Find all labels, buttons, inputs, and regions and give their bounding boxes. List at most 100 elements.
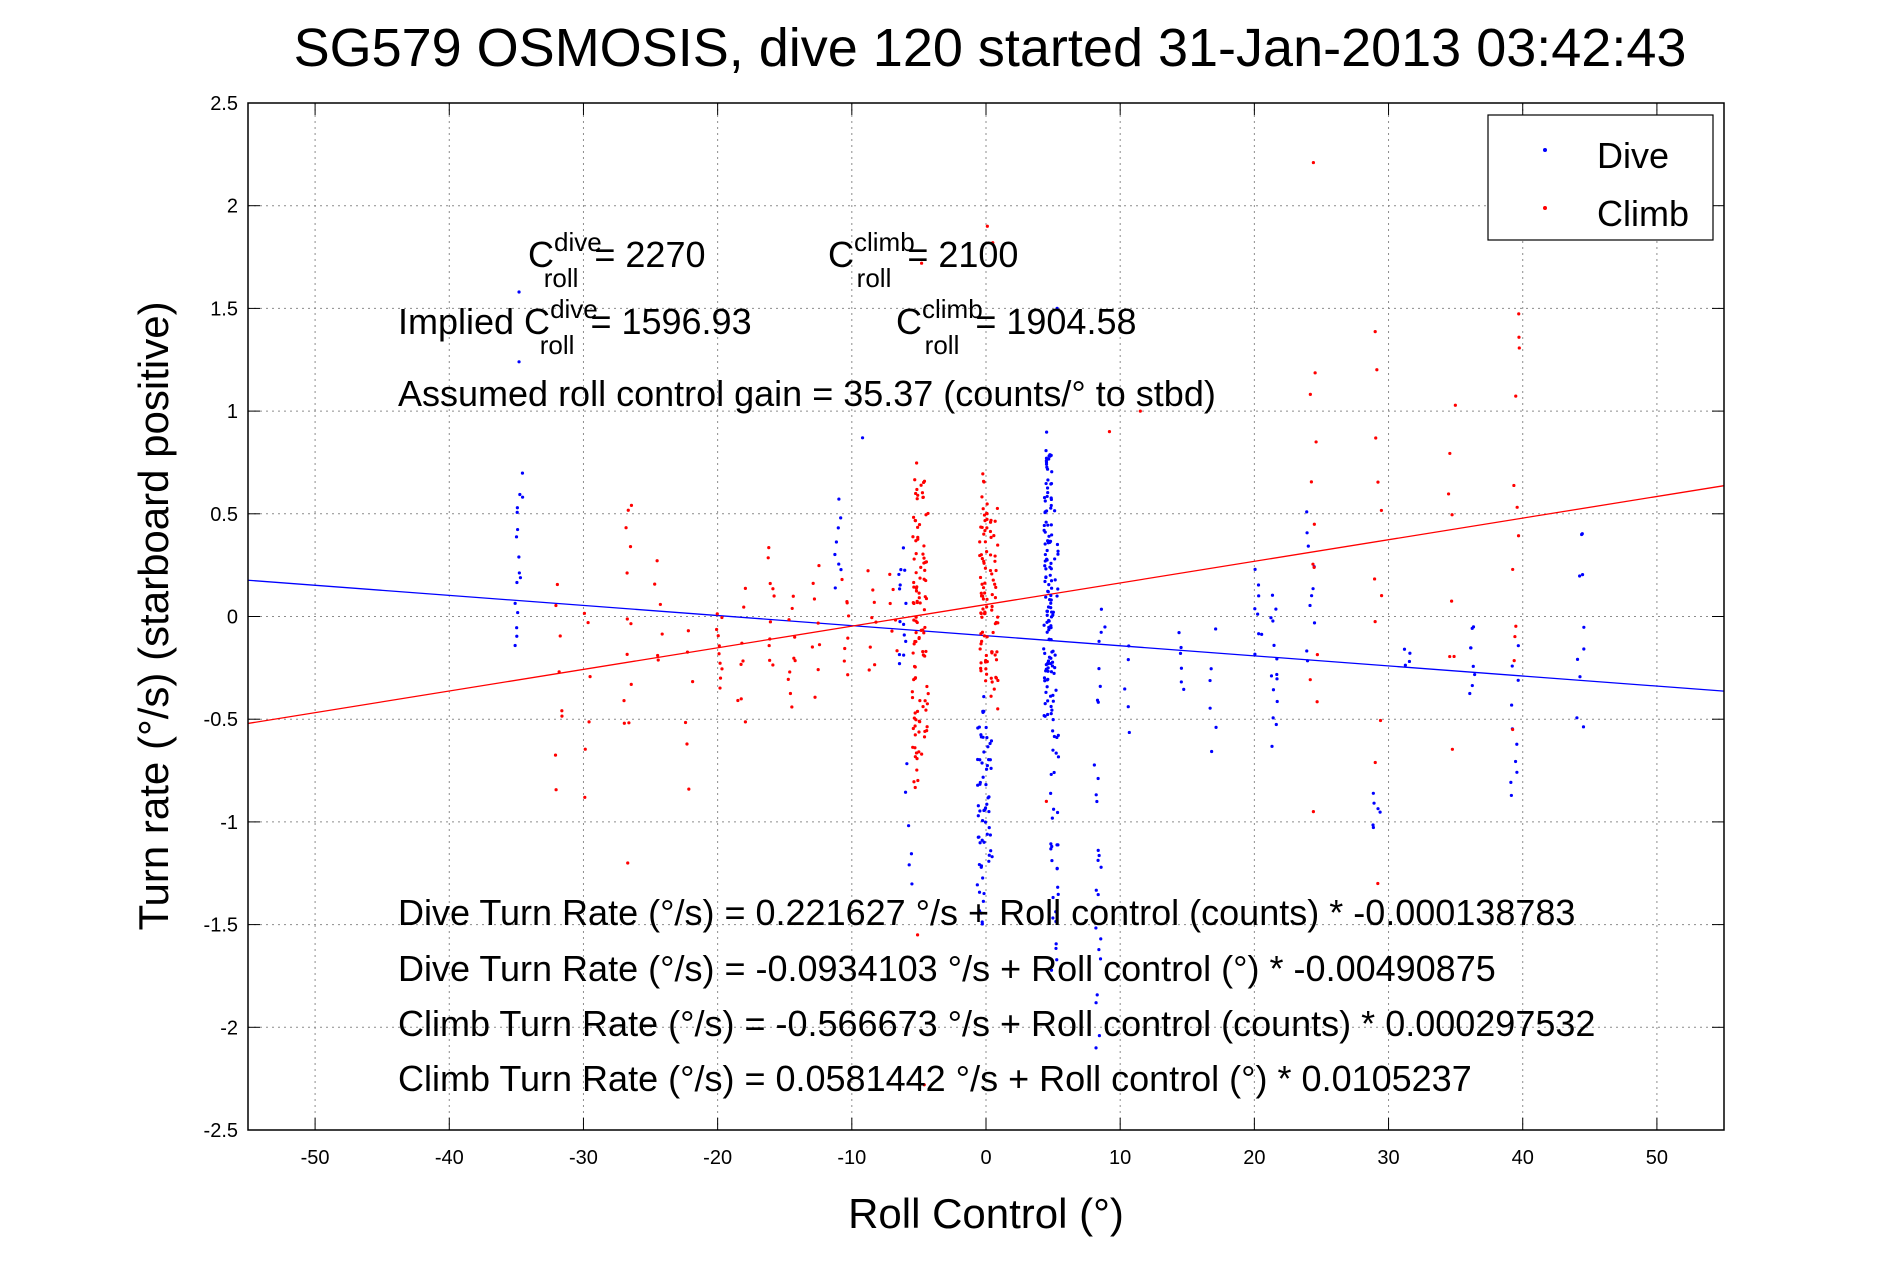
dive-data-point	[985, 763, 989, 768]
dive-data-point	[976, 814, 980, 818]
dive-data-point	[987, 859, 991, 863]
climb-data-point	[691, 680, 695, 684]
climb-data-point	[890, 629, 894, 633]
dive-data-point	[1094, 888, 1098, 892]
climb-data-point	[923, 560, 927, 565]
dive-data-point	[1050, 816, 1054, 820]
dive-data-point	[1095, 993, 1099, 997]
x-tick-label: 50	[1646, 1147, 1668, 1169]
dive-data-point	[1371, 791, 1375, 795]
climb-data-point	[912, 580, 916, 585]
climb-data-point	[771, 587, 775, 591]
dive-data-point	[1371, 823, 1375, 827]
y-tick-label: -2.5	[204, 1120, 238, 1142]
dive-data-point	[1046, 539, 1050, 543]
dive-data-point	[1045, 486, 1050, 490]
dive-data-point	[1051, 610, 1055, 614]
dive-data-point	[982, 840, 986, 844]
dive-data-point	[1099, 937, 1103, 941]
dive-data-point	[1042, 676, 1047, 680]
climb-data-point	[911, 651, 915, 655]
dive-data-point	[1092, 763, 1096, 767]
climb-data-point	[557, 670, 561, 674]
y-tick-label: -1	[220, 812, 238, 834]
x-tick-label: -10	[837, 1147, 866, 1169]
climb-data-point	[925, 728, 929, 733]
annotation-text: Dive Turn Rate (°/s) = 0.221627 °/s + Ro…	[398, 892, 1575, 933]
climb-data-point	[981, 472, 985, 476]
climb-data-point	[793, 659, 797, 663]
dive-data-point	[860, 436, 865, 440]
dive-data-point	[1054, 919, 1058, 924]
dive-data-point	[1045, 685, 1049, 689]
climb-data-point	[583, 747, 587, 751]
dive-data-point	[1046, 490, 1050, 495]
dive-data-point	[1580, 532, 1584, 537]
climb-data-point	[921, 650, 925, 654]
climb-data-point	[553, 753, 558, 757]
climb-data-point	[922, 1083, 926, 1087]
dive-data-point	[1050, 660, 1055, 664]
dive-data-point	[1049, 601, 1053, 605]
climb-data-point	[985, 605, 989, 609]
climb-data-point	[982, 532, 986, 536]
dive-data-point	[833, 586, 837, 590]
climb-data-point	[991, 578, 995, 582]
climb-data-point	[913, 724, 917, 728]
climb-data-point	[587, 720, 591, 724]
annotation-text: Cclimb roll = 2100	[828, 227, 1018, 293]
climb-data-point	[1315, 700, 1319, 704]
climb-data-point	[1516, 534, 1521, 538]
climb-data-point	[989, 676, 993, 680]
climb-data-point	[582, 611, 587, 615]
climb-data-point	[923, 568, 927, 573]
climb-data-point	[767, 546, 771, 550]
dive-data-point	[1049, 624, 1053, 628]
dive-data-point	[1178, 651, 1183, 655]
climb-data-point	[993, 582, 997, 586]
dive-data-point	[1050, 664, 1055, 668]
climb-data-point	[990, 592, 994, 597]
dive-data-point	[976, 783, 980, 787]
climb-data-point	[771, 663, 775, 667]
legend-dive-marker	[1543, 148, 1547, 152]
dive-data-point	[1048, 453, 1052, 457]
climb-data-point	[772, 594, 776, 598]
dive-data-point	[1575, 657, 1580, 661]
climb-data-point	[985, 512, 989, 516]
climb-data-point	[982, 513, 987, 517]
dive-data-point	[1055, 594, 1059, 598]
dive-data-point	[1376, 807, 1380, 811]
climb-data-point	[625, 571, 629, 575]
dive-data-point	[1470, 683, 1474, 688]
dive-data-point	[1049, 503, 1053, 508]
dive-data-point	[839, 568, 843, 572]
dive-data-point	[1047, 637, 1051, 641]
climb-data-point	[787, 618, 791, 622]
y-tick-label: 1.5	[210, 298, 238, 320]
climb-data-point	[1515, 505, 1519, 509]
climb-data-point	[768, 658, 772, 662]
dive-data-point	[1051, 613, 1055, 617]
dive-data-point	[1471, 664, 1475, 668]
climb-data-point	[1311, 810, 1316, 814]
dive-data-point	[1047, 655, 1052, 659]
dive-data-point	[1049, 968, 1054, 972]
dive-data-point	[979, 733, 983, 737]
dive-data-point	[1056, 587, 1060, 591]
climb-data-point	[984, 679, 988, 683]
dive-data-point	[977, 890, 982, 894]
dive-data-point	[1582, 647, 1586, 651]
climb-data-point	[656, 658, 660, 662]
dive-data-point	[1050, 533, 1054, 537]
climb-data-point	[653, 582, 657, 586]
dive-data-point	[1510, 703, 1514, 707]
climb-data-point	[868, 645, 872, 649]
climb-data-point	[979, 669, 983, 673]
climb-data-point	[560, 709, 564, 713]
climb-data-point	[922, 556, 926, 560]
annotation-text: Dive Turn Rate (°/s) = -0.0934103 °/s + …	[398, 948, 1496, 989]
dive-data-point	[518, 492, 522, 497]
dive-data-point	[1048, 539, 1053, 544]
climb-data-point	[980, 525, 984, 530]
